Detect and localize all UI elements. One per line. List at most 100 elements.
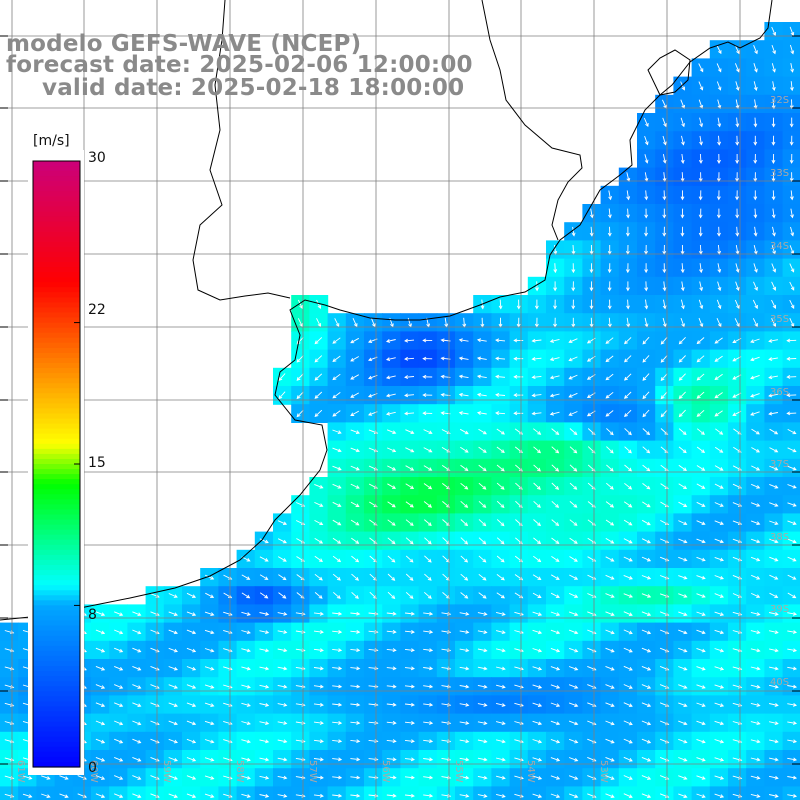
colorbar-segment: [33, 746, 80, 753]
wind-arrow: [678, 538, 688, 544]
colorbar-segment: [33, 443, 80, 450]
wind-arrow: [605, 738, 615, 744]
wind-arrow: [787, 739, 798, 744]
wind-arrow: [132, 629, 142, 635]
wind-arrow: [477, 648, 488, 653]
wind-arrow: [495, 721, 506, 726]
wind-arrow: [496, 428, 505, 435]
colorbar-segment: [33, 666, 80, 672]
wind-arrow: [605, 337, 614, 344]
wind-arrow: [568, 702, 579, 707]
wind-cell: [691, 786, 711, 800]
wind-cell: [728, 786, 747, 800]
wind-arrow: [568, 666, 579, 671]
wind-arrow: [750, 520, 761, 525]
wind-arrow: [607, 281, 612, 292]
wind-arrow: [477, 775, 488, 780]
wind-arrow: [334, 318, 340, 328]
wind-arrow: [476, 411, 487, 415]
wind-arrow: [750, 502, 761, 507]
wind-arrow: [278, 373, 286, 382]
wind-arrow: [787, 702, 798, 707]
colorbar-segment: [33, 600, 80, 606]
wind-arrow: [332, 555, 342, 563]
wind-arrow: [549, 357, 560, 362]
wind-arrow: [698, 226, 703, 237]
wind-arrow: [678, 575, 688, 580]
wind-arrow: [568, 793, 579, 798]
wind-cell: [746, 786, 765, 800]
wind-arrow: [551, 500, 560, 508]
colorbar-segment: [33, 292, 80, 298]
colorbar-segment: [33, 524, 80, 531]
wind-arrow: [114, 647, 124, 653]
wind-arrow: [641, 775, 652, 780]
colorbar-segment: [33, 206, 80, 213]
wind-arrow: [678, 757, 688, 762]
wind-arrow: [533, 519, 542, 527]
wind-arrow: [644, 299, 649, 310]
colorbar-segment: [33, 256, 80, 263]
wind-arrow: [114, 665, 124, 671]
wind-arrow: [204, 720, 215, 726]
wind-arrow: [186, 592, 197, 598]
colorbar-segment: [33, 620, 80, 627]
wind-arrow: [460, 555, 469, 563]
wind-arrow: [495, 739, 506, 744]
wind-arrow: [259, 630, 270, 635]
wind-arrow: [662, 190, 667, 201]
wind-arrow: [662, 226, 667, 237]
wind-arrow: [386, 429, 397, 435]
wind-arrow: [114, 702, 124, 708]
wind-cell: [291, 786, 310, 800]
wind-arrow: [385, 339, 396, 343]
wind-cell: [655, 786, 674, 800]
wind-arrow: [750, 611, 761, 616]
wind-arrow: [423, 447, 433, 453]
wind-arrow: [678, 702, 688, 707]
wind-arrow: [404, 739, 415, 744]
wind-arrow: [314, 391, 323, 399]
colorbar-segment: [33, 751, 80, 758]
wind-arrow: [753, 208, 758, 219]
wind-arrow: [495, 630, 506, 635]
wind-arrow: [424, 591, 432, 599]
wind-arrow: [768, 375, 778, 380]
wind-arrow: [605, 574, 615, 580]
wind-arrow: [605, 775, 615, 780]
wind-arrow: [769, 465, 779, 471]
wind-arrow: [477, 721, 488, 726]
wind-arrow: [714, 629, 725, 635]
wind-arrow: [350, 793, 361, 798]
wind-arrow: [460, 537, 469, 545]
wind-arrow: [478, 519, 487, 527]
wind-arrow: [386, 629, 397, 634]
wind-arrow: [787, 630, 798, 634]
wind-arrow: [680, 281, 685, 292]
wind-arrow: [423, 483, 433, 490]
wind-arrow: [641, 720, 652, 726]
wind-arrow: [714, 337, 723, 344]
wind-arrow: [624, 482, 633, 490]
wind-arrow: [350, 666, 361, 671]
wind-arrow: [642, 446, 651, 454]
wind-cell: [218, 786, 238, 800]
wind-arrow: [696, 575, 706, 580]
wind-arrow: [332, 666, 343, 671]
wind-arrow: [716, 299, 722, 310]
wind-arrow: [644, 281, 649, 292]
wind-arrow: [241, 574, 251, 580]
colorbar-segment: [33, 448, 80, 455]
colorbar-segment: [33, 166, 80, 172]
wind-arrow: [641, 647, 652, 653]
wind-arrow: [296, 355, 304, 363]
wind-cell: [782, 58, 800, 78]
colorbar-segment: [33, 565, 80, 571]
wind-arrow: [168, 647, 178, 653]
wind-arrow: [550, 720, 561, 726]
colorbar-segment: [33, 580, 80, 586]
wind-arrow: [424, 519, 432, 526]
colorbar-segment: [33, 736, 80, 743]
wind-arrow: [460, 464, 469, 472]
wind-arrow: [696, 757, 706, 762]
